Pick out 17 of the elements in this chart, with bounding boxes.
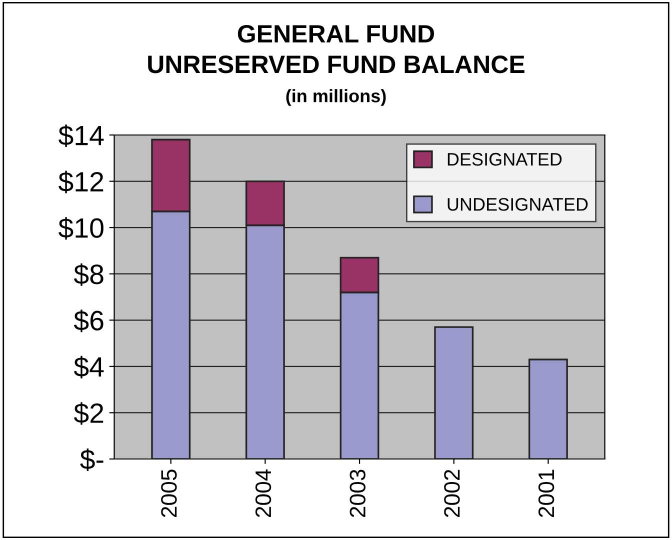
x-tick-label: 2002 <box>444 470 460 518</box>
y-tick-label: $4 <box>74 356 104 378</box>
x-tick-label: 2003 <box>350 470 366 518</box>
y-tick-label: $12 <box>58 170 104 194</box>
y-tick-label: $2 <box>74 402 104 425</box>
x-tick-label: 2005 <box>161 470 177 518</box>
y-tick-label: $8 <box>74 263 104 286</box>
x-tick-label: 2004 <box>255 469 272 518</box>
legend-label: UNDESIGNATED <box>448 198 588 211</box>
y-tick-label: $- <box>80 448 104 471</box>
y-tick-label: $10 <box>58 217 104 240</box>
y-tick-label: $14 <box>58 124 104 147</box>
legend-label: DESIGNATED <box>448 152 562 166</box>
chart-title: GENERAL FUND UNRESERVED FUND BALANCE <box>148 24 524 74</box>
y-tick-label: $6 <box>74 310 104 332</box>
x-tick-label: 2001 <box>538 470 554 518</box>
chart-subtitle: (in millions) <box>286 89 386 106</box>
